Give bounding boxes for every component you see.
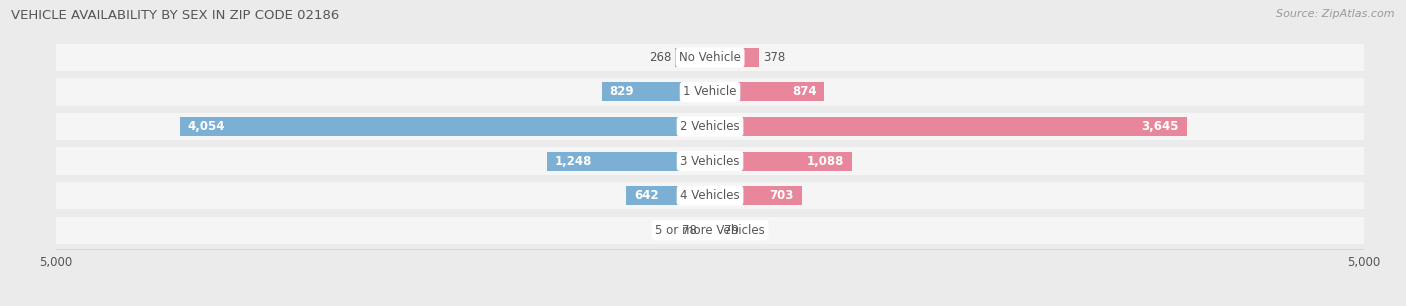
Text: No Vehicle: No Vehicle: [679, 51, 741, 64]
Bar: [710, 221, 720, 240]
Bar: [56, 217, 1364, 244]
Bar: [56, 147, 1364, 175]
Bar: [56, 44, 1364, 71]
Bar: [710, 83, 824, 102]
Bar: [56, 78, 1364, 106]
Bar: [547, 151, 710, 170]
Bar: [675, 48, 710, 67]
Bar: [626, 186, 710, 205]
Text: VEHICLE AVAILABILITY BY SEX IN ZIP CODE 02186: VEHICLE AVAILABILITY BY SEX IN ZIP CODE …: [11, 9, 339, 22]
Text: 642: 642: [634, 189, 658, 202]
Text: 79: 79: [724, 224, 738, 237]
Bar: [710, 48, 759, 67]
Text: 5 or more Vehicles: 5 or more Vehicles: [655, 224, 765, 237]
Text: 378: 378: [762, 51, 785, 64]
Text: 4,054: 4,054: [188, 120, 225, 133]
Text: 829: 829: [609, 85, 634, 99]
Text: 1,088: 1,088: [807, 155, 845, 168]
Bar: [602, 83, 710, 102]
Text: 2 Vehicles: 2 Vehicles: [681, 120, 740, 133]
Text: 78: 78: [682, 224, 696, 237]
Bar: [56, 182, 1364, 209]
Text: 268: 268: [650, 51, 672, 64]
Text: 703: 703: [769, 189, 794, 202]
Text: 874: 874: [792, 85, 817, 99]
Bar: [180, 117, 710, 136]
Bar: [710, 151, 852, 170]
Text: 3,645: 3,645: [1142, 120, 1178, 133]
Bar: [710, 117, 1187, 136]
Text: Source: ZipAtlas.com: Source: ZipAtlas.com: [1277, 9, 1395, 19]
Text: 3 Vehicles: 3 Vehicles: [681, 155, 740, 168]
Bar: [710, 186, 801, 205]
Bar: [56, 113, 1364, 140]
Text: 4 Vehicles: 4 Vehicles: [681, 189, 740, 202]
Text: 1,248: 1,248: [555, 155, 592, 168]
Text: 1 Vehicle: 1 Vehicle: [683, 85, 737, 99]
Bar: [700, 221, 710, 240]
